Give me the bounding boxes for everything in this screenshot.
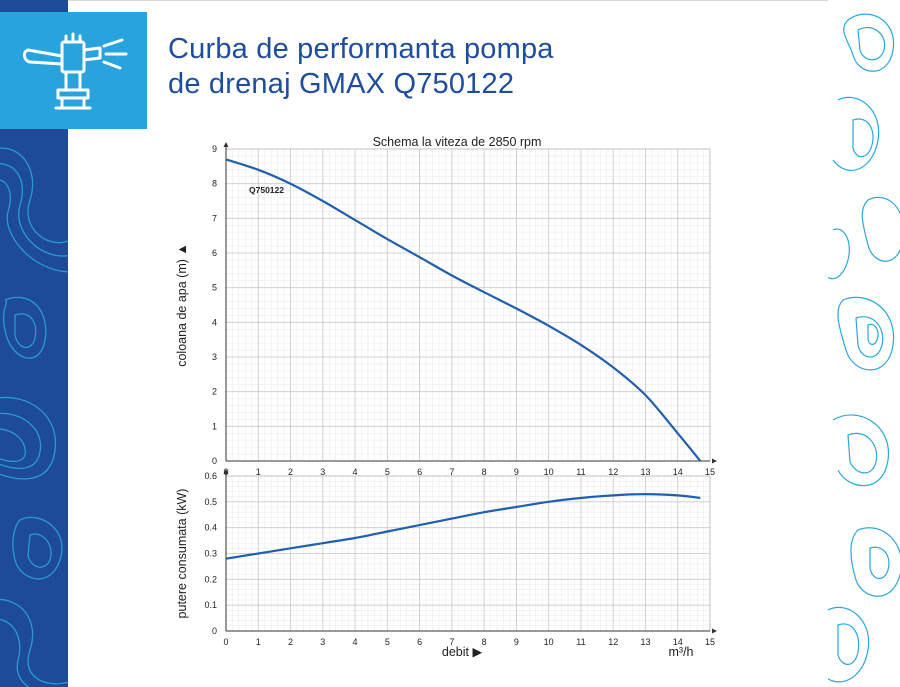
x-tick-label: 15 — [705, 637, 715, 647]
y-tick-label: 7 — [212, 213, 217, 223]
x-tick-label: 3 — [320, 637, 325, 647]
x-tick-label: 6 — [417, 637, 422, 647]
x-tick-label: 0 — [223, 467, 228, 477]
series-line — [225, 492, 701, 560]
y-tick-label: 0.4 — [204, 523, 217, 533]
y-tick-label: 0 — [212, 626, 217, 636]
y-tick-label: 9 — [212, 144, 217, 154]
y-tick-label: 0.3 — [204, 549, 217, 559]
power-chart-grid — [225, 475, 711, 632]
y-tick-label: 6 — [212, 248, 217, 258]
y-tick-label: 0 — [212, 456, 217, 466]
x-tick-label: 15 — [705, 467, 715, 477]
x-tick-label: 4 — [353, 637, 358, 647]
head-chart-grid — [225, 148, 711, 462]
icon-box — [0, 12, 147, 129]
power-chart-tick-labels: 0 1 2 3 4 5 6 7 8 9 10 11 12 13 14 1500.10.20.30.40.50.… — [204, 471, 715, 647]
x-tick-label: 7 — [449, 467, 454, 477]
contour-pattern-right — [828, 13, 900, 683]
x-tick-label: 0 — [223, 637, 228, 647]
x-tick-label: 6 — [417, 467, 422, 477]
y-axis-arrow — [223, 142, 229, 147]
flow-axis-label: debit ▶ — [442, 645, 483, 659]
x-tick-label: 5 — [385, 467, 390, 477]
x-tick-label: 1 — [256, 637, 261, 647]
x-tick-label: 12 — [608, 637, 618, 647]
x-tick-label: 2 — [288, 637, 293, 647]
top-rule — [68, 0, 900, 1]
y-tick-label: 1 — [212, 421, 217, 431]
x-tick-label: 9 — [514, 467, 519, 477]
chart-title: Schema la viteza de 2850 rpm — [373, 135, 542, 149]
plot-frame — [225, 148, 711, 462]
head-axis-label: coloana de apa (m) ▲ — [175, 243, 189, 367]
flow-unit-label: m³/h — [669, 645, 694, 659]
y-tick-label: 0.2 — [204, 574, 217, 584]
x-axis-arrow — [712, 628, 717, 634]
y-tick-label: 0.5 — [204, 497, 217, 507]
x-tick-label: 8 — [482, 637, 487, 647]
right-decorative-band — [828, 0, 900, 687]
x-tick-label: 2 — [288, 467, 293, 477]
x-tick-label: 3 — [320, 467, 325, 477]
x-tick-label: 10 — [544, 467, 554, 477]
x-tick-label: 7 — [449, 637, 454, 647]
series-line — [225, 158, 702, 462]
page-title: Curba de performanta pompa de drenaj GMA… — [168, 32, 808, 102]
power-axis-label: putere consumata (kW) — [175, 489, 189, 619]
x-tick-label: 5 — [385, 637, 390, 647]
y-tick-label: 2 — [212, 387, 217, 397]
x-tick-label: 13 — [640, 467, 650, 477]
y-tick-label: 8 — [212, 179, 217, 189]
y-tick-label: 0.6 — [204, 471, 217, 481]
head-curve-series — [225, 158, 702, 462]
page-title-line1: Curba de performanta pompa — [168, 33, 554, 65]
x-tick-label: 11 — [576, 467, 585, 477]
y-axis-arrow — [223, 469, 229, 474]
x-tick-label: 12 — [608, 467, 618, 477]
chart-axes — [223, 142, 717, 634]
x-tick-label: 11 — [576, 637, 585, 647]
y-tick-label: 0.1 — [204, 600, 217, 610]
sprinkler-icon — [22, 32, 128, 110]
x-tick-label: 1 — [256, 467, 261, 477]
x-tick-label: 8 — [482, 467, 487, 477]
contour-pattern-left — [0, 147, 68, 687]
x-tick-label: 13 — [640, 637, 650, 647]
y-tick-label: 5 — [212, 283, 217, 293]
y-tick-label: 4 — [212, 317, 217, 327]
x-tick-label: 9 — [514, 637, 519, 647]
power-curve-series — [225, 492, 701, 560]
page-title-line2: de drenaj GMAX Q750122 — [168, 68, 515, 100]
y-tick-label: 3 — [212, 352, 217, 362]
x-tick-label: 14 — [673, 467, 683, 477]
x-tick-label: 10 — [544, 637, 554, 647]
x-axis-arrow — [712, 458, 717, 464]
series-label-q750122: Q750122 — [249, 185, 284, 195]
x-tick-label: 14 — [673, 637, 683, 647]
x-tick-label: 4 — [353, 467, 358, 477]
